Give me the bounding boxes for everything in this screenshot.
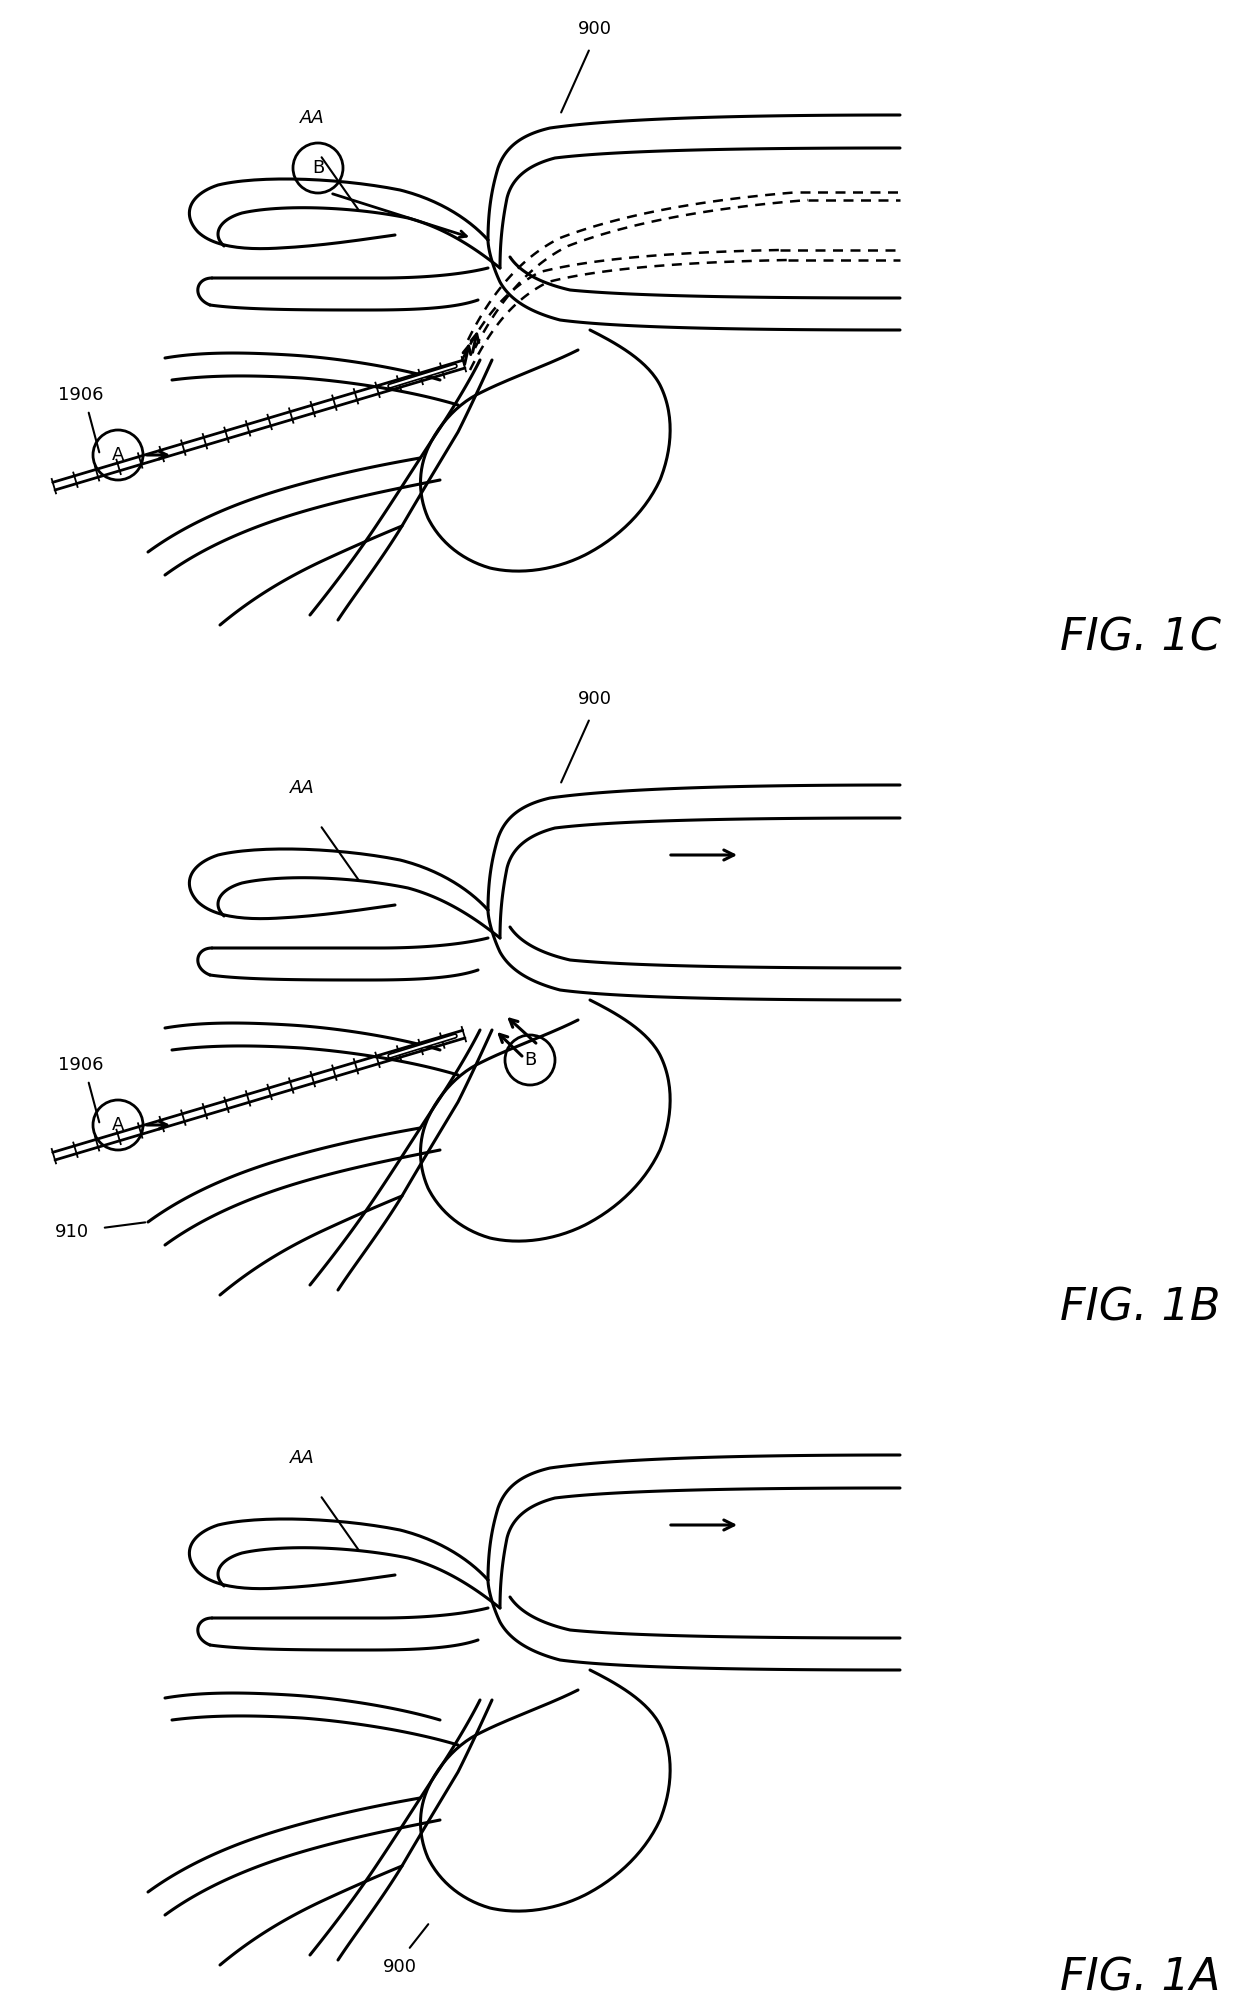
Text: B: B	[523, 1051, 536, 1069]
Text: 910: 910	[55, 1223, 89, 1241]
Text: 900: 900	[578, 20, 613, 38]
Text: 900: 900	[383, 1959, 417, 1977]
Text: 900: 900	[578, 690, 613, 708]
Text: 1906: 1906	[58, 1057, 103, 1075]
Text: FIG. 1C: FIG. 1C	[1060, 616, 1221, 660]
Text: AA: AA	[300, 108, 325, 126]
Text: AA: AA	[290, 780, 315, 798]
Text: FIG. 1A: FIG. 1A	[1060, 1957, 1220, 1999]
Text: FIG. 1B: FIG. 1B	[1060, 1287, 1220, 1329]
Text: B: B	[312, 158, 324, 176]
Text: 1906: 1906	[58, 387, 103, 403]
Text: AA: AA	[290, 1450, 315, 1468]
Text: A: A	[112, 1117, 124, 1135]
Text: A: A	[112, 445, 124, 463]
